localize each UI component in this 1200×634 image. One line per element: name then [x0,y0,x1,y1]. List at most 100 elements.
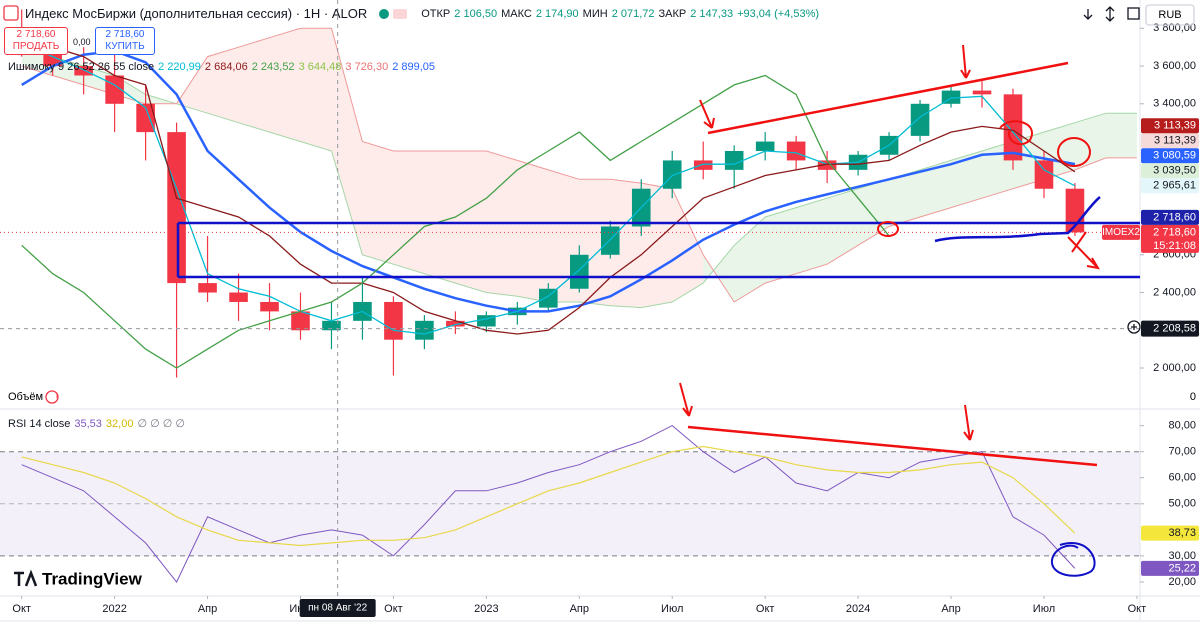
crosshair-time-badge [299,599,376,617]
candle-body [74,66,93,76]
rsi-legend: RSI 14 close 35,53 32,00 ∅ ∅ ∅ ∅ [8,417,185,431]
price-badge [1141,178,1199,194]
icon-plus[interactable] [1127,320,1141,334]
indicator-value: 32,00 [105,417,134,430]
rsi-trend-line [687,425,1098,467]
buy-label: КУПИТЬ [105,41,145,52]
price-badge-label: 25,22 [1168,562,1196,574]
candle-body [229,292,248,302]
candle-body [167,132,186,284]
candle-body [1003,94,1023,161]
high-label: МАКС [501,7,532,20]
crosshair-price-badge [1141,320,1199,337]
price-badge-label: 2 718,60 [1153,226,1196,238]
indicator-label: RSI 14 close [8,417,71,430]
volume-label: Объём [8,391,43,403]
circle [1057,137,1091,167]
open-label: ОТКР [421,7,451,20]
forecast-curve [934,196,1101,243]
cloud-segment [393,151,425,274]
price-badge-time: 15:21:08 [1153,240,1196,252]
symbol-header: Индекс МосБиржи (дополнительная сессия) … [25,6,819,21]
symbol-title: Индекс МосБиржи (дополнительная сессия) … [25,6,368,21]
cloud-segment [269,28,301,142]
buy-button[interactable]: 2 718,60 КУПИТЬ [95,27,155,55]
price-badge-label: 2 718,60 [1153,211,1196,223]
cloud-segment [858,179,890,246]
x-tick-label: Июл [661,603,683,615]
sell-button[interactable]: 2 718,60 ПРОДАТЬ [4,27,68,55]
rsi-pane [0,425,1140,583]
close-label: ЗАКР [658,7,687,20]
sell-label: ПРОДАТЬ [12,41,60,52]
cloud-segment [424,151,456,284]
open-value: 2 106,50 [454,7,498,20]
warning-mark: ! [56,392,59,402]
indicator-value: 2 220,99 [158,61,201,73]
cloud-segment [362,141,394,265]
cloud-segment [331,28,363,255]
price-badge-label: 3 113,39 [1154,120,1196,132]
user-drawings [176,44,1140,577]
high-value: 2 174,90 [535,7,579,20]
currency[interactable]: RUB [1158,9,1181,21]
price-badge-label: 3 039,50 [1153,165,1196,177]
x-tick-label: Окт [384,603,403,615]
cross-mark [1067,231,1100,270]
y-tick-label: 3 800,00 [1153,22,1196,34]
rsi-line [21,425,1076,583]
arrow [960,44,971,79]
indicator-value: 2 899,05 [392,61,436,73]
x-tick-label: Апр [941,603,960,615]
status-dot [379,8,390,19]
cloud-segment [1074,113,1106,170]
cloud-span-b [21,27,1137,303]
price-badge [1141,148,1199,164]
icon-plus-cross [1131,324,1137,330]
arrow [699,99,715,129]
candle-body [136,103,155,133]
logo: TradingView [42,569,143,588]
warning-icon[interactable] [45,390,59,404]
candle-body [384,301,403,340]
y-tick-label: 60,00 [1168,472,1196,484]
candle-body [817,160,837,170]
circle [877,221,899,237]
indicator-line [21,74,890,369]
cloud-segment [176,56,208,114]
price-badge [1141,118,1199,134]
cloud-segment [703,245,735,302]
cloud-segment [951,151,982,208]
currency-box[interactable] [1145,4,1195,26]
symbol-icon [3,5,19,21]
low-value: 2 071,72 [611,7,655,20]
candle-body [539,288,558,308]
cloud-segment [827,188,859,265]
indicator-label: Ишимоку 9 26 52 26 55 close [8,61,155,73]
price-badge [1141,163,1199,179]
candle-body [1034,160,1054,189]
cloud-segment [765,207,797,284]
candle-body [260,301,279,312]
price-badge [1141,525,1199,541]
volume-axis-label: 0 [1190,391,1196,403]
cloud-segment [207,47,239,123]
price-badge-label: 38,73 [1168,527,1196,539]
icon-scale[interactable] [1105,6,1115,22]
icon-down[interactable] [1083,9,1093,20]
symbol-tag-label: IMOEX2 [1102,227,1140,238]
sell-price: 2 718,60 [16,29,56,40]
icon-maximize[interactable] [1127,7,1140,20]
y-tick-label: 80,00 [1168,420,1196,432]
low-label: МИН [582,7,608,20]
candle-body [755,141,775,151]
indicator-line [21,42,1076,335]
candle-body [291,311,310,331]
trend-line [707,61,1069,135]
main-pane [0,9,1140,378]
cloud-segment [920,160,951,217]
price-badge [1141,224,1199,253]
